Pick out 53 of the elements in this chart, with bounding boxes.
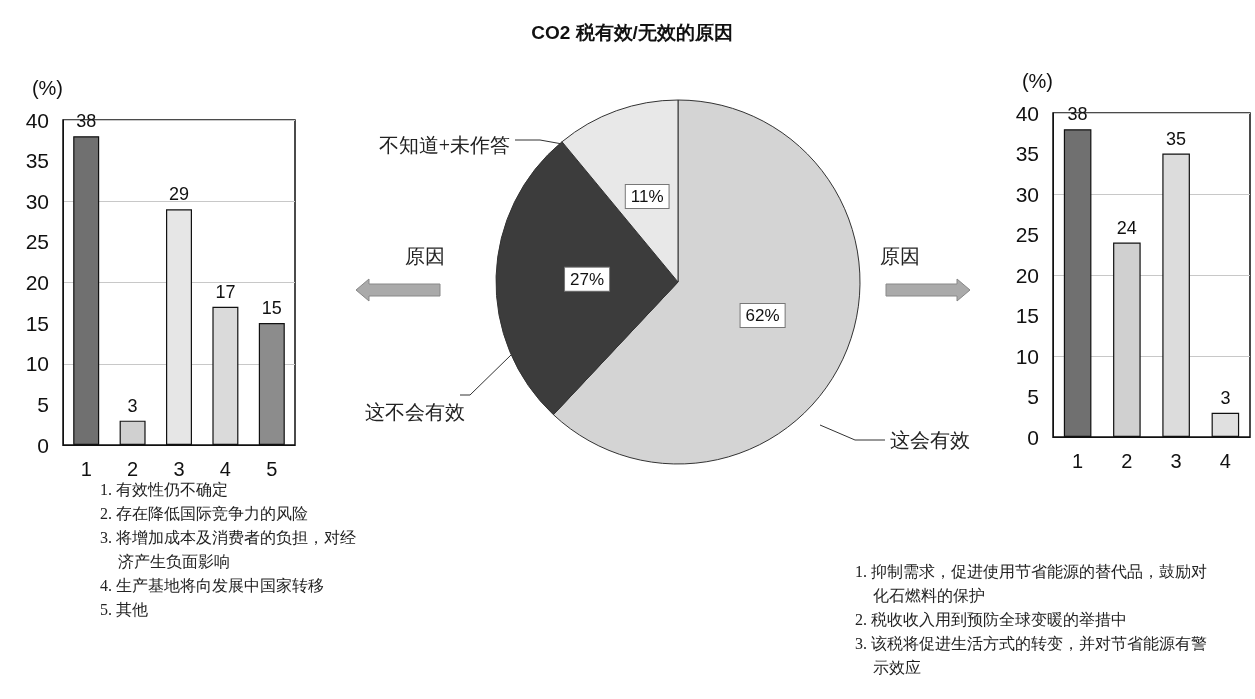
x-tick-label: 4 [219, 458, 231, 480]
text: 5. 其他 [100, 600, 149, 620]
y-tick-label: 15 [25, 311, 49, 335]
y-tick-label: 40 [1015, 101, 1039, 125]
y-tick-label: 15 [1015, 304, 1039, 327]
x-tick-label: 1 [1072, 450, 1084, 472]
text: 3. 将增加成本及消费者的负担，对经济产生负面影响 [100, 528, 357, 572]
x-tick-label: 2 [1121, 450, 1133, 472]
slice-label: 这会有效 [890, 429, 970, 451]
y-tick-label: 35 [1015, 142, 1039, 165]
slice-label: 这不会有效 [365, 401, 465, 423]
data-label: 11% [630, 186, 664, 206]
x-tick-label: 5 [266, 458, 278, 480]
data-label: 17 [215, 281, 236, 302]
data-label: 3 [1220, 387, 1231, 408]
y-tick-label: 25 [25, 230, 49, 254]
x-tick-label: 3 [173, 458, 185, 480]
text: 1. 有效性仍不确定 [100, 481, 228, 498]
text: 2. 税收收入用到预防全球变暖的举措中 [855, 610, 1128, 630]
text: 原因 [880, 244, 920, 269]
y-tick-label: 35 [25, 149, 49, 173]
text: 3. 该税将促进生活方式的转变，并对节省能源有警示效应 [855, 634, 1208, 678]
y-tick-label: 30 [1015, 182, 1039, 206]
y-tick-label: 20 [1015, 263, 1039, 287]
x-tick-label: 3 [1170, 450, 1182, 472]
text: 原因 [405, 244, 445, 269]
data-label: 27% [570, 269, 605, 289]
text: 2. 存在降低国际竞争力的风险 [100, 504, 309, 524]
data-label: 15 [261, 298, 282, 319]
x-tick-label: 2 [127, 458, 139, 480]
y-tick-label: 0 [37, 433, 49, 457]
y-tick-label: 25 [1015, 223, 1039, 246]
y-tick-label: 20 [25, 271, 49, 294]
data-label: 3 [127, 395, 138, 416]
y-axis-title: (%) [31, 77, 63, 99]
chart-title: CO2 税有效/无效的原因 [531, 22, 733, 43]
data-label: 29 [168, 184, 190, 205]
slice-label: 不知道+未作答 [378, 134, 510, 156]
text: 1. 抑制需求，促进使用节省能源的替代品，鼓励对化石燃料的保护 [855, 562, 1208, 606]
text: 4. 生产基地将向发展中国家转移 [100, 576, 325, 596]
data-label: 24 [1116, 217, 1137, 238]
x-tick-label: 4 [1219, 450, 1231, 472]
data-label: 35 [1166, 128, 1187, 149]
x-tick-label: 1 [80, 458, 92, 480]
y-tick-label: 5 [37, 392, 49, 416]
y-tick-label: 0 [1027, 425, 1039, 449]
y-tick-label: 30 [25, 189, 49, 213]
data-label: 62% [745, 306, 780, 325]
y-axis-title: (%) [1021, 70, 1053, 92]
y-tick-label: 10 [1015, 344, 1039, 368]
y-tick-label: 10 [25, 352, 49, 376]
y-tick-label: 40 [25, 108, 49, 132]
y-tick-label: 5 [1027, 385, 1039, 408]
